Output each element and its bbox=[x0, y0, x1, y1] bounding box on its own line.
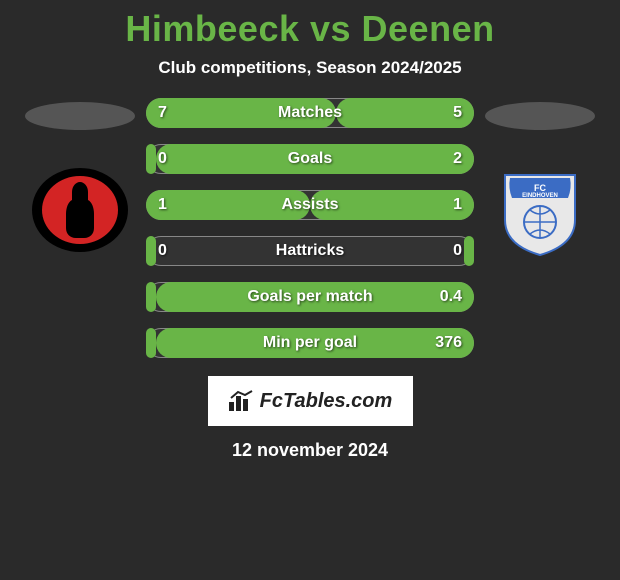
right-player-col: FC EINDHOVEN bbox=[480, 98, 600, 260]
stat-bar-left bbox=[146, 144, 156, 174]
stat-row: 0 0 Hattricks bbox=[146, 236, 474, 266]
page-title: Himbeeck vs Deenen bbox=[125, 8, 494, 50]
svg-text:EINDHOVEN: EINDHOVEN bbox=[522, 193, 558, 199]
subtitle: Club competitions, Season 2024/2025 bbox=[158, 58, 461, 78]
stat-bar-left bbox=[146, 282, 156, 312]
stat-value-left: 1 bbox=[158, 196, 167, 214]
stat-value-right: 0 bbox=[453, 242, 462, 260]
eindhoven-logo-icon: FC EINDHOVEN bbox=[490, 160, 590, 260]
stat-label: Goals bbox=[288, 150, 332, 168]
left-player-placeholder bbox=[25, 102, 135, 130]
stat-row: 0.4 Goals per match bbox=[146, 282, 474, 312]
stat-value-right: 2 bbox=[453, 150, 462, 168]
stat-bar-right bbox=[464, 236, 474, 266]
svg-text:FC: FC bbox=[534, 183, 546, 193]
date-text: 12 november 2024 bbox=[232, 440, 388, 461]
infographic-container: Himbeeck vs Deenen Club competitions, Se… bbox=[0, 0, 620, 461]
stat-value-left: 0 bbox=[158, 242, 167, 260]
stat-bar-left bbox=[146, 328, 156, 358]
right-player-placeholder bbox=[485, 102, 595, 130]
left-player-col bbox=[20, 98, 140, 260]
stat-value-right: 376 bbox=[435, 334, 462, 352]
stat-value-right: 5 bbox=[453, 104, 462, 122]
helmond-logo-icon bbox=[30, 160, 130, 260]
stat-row: 1 1 Assists bbox=[146, 190, 474, 220]
stat-value-left: 0 bbox=[158, 150, 167, 168]
stat-value-left: 7 bbox=[158, 104, 167, 122]
stat-value-right: 1 bbox=[453, 196, 462, 214]
stat-row: 0 2 Goals bbox=[146, 144, 474, 174]
stat-row: 7 5 Matches bbox=[146, 98, 474, 128]
right-club-logo: FC EINDHOVEN bbox=[490, 160, 590, 260]
fctables-text: FcTables.com bbox=[260, 390, 393, 413]
stat-label: Assists bbox=[282, 196, 339, 214]
main-row: 7 5 Matches 0 2 Goals 1 1 Assists 0 0 Hattricks 0.4 G… bbox=[0, 98, 620, 358]
stat-row: 376 Min per goal bbox=[146, 328, 474, 358]
stat-bar-left bbox=[146, 236, 156, 266]
stat-label: Goals per match bbox=[247, 288, 372, 306]
stat-label: Min per goal bbox=[263, 334, 357, 352]
stat-label: Hattricks bbox=[276, 242, 344, 260]
stat-label: Matches bbox=[278, 104, 342, 122]
stats-column: 7 5 Matches 0 2 Goals 1 1 Assists 0 0 Hattricks 0.4 G… bbox=[140, 98, 480, 358]
left-club-logo bbox=[30, 160, 130, 260]
fctables-badge[interactable]: FcTables.com bbox=[208, 376, 413, 426]
fctables-chart-icon bbox=[228, 390, 254, 412]
stat-value-right: 0.4 bbox=[440, 288, 462, 306]
